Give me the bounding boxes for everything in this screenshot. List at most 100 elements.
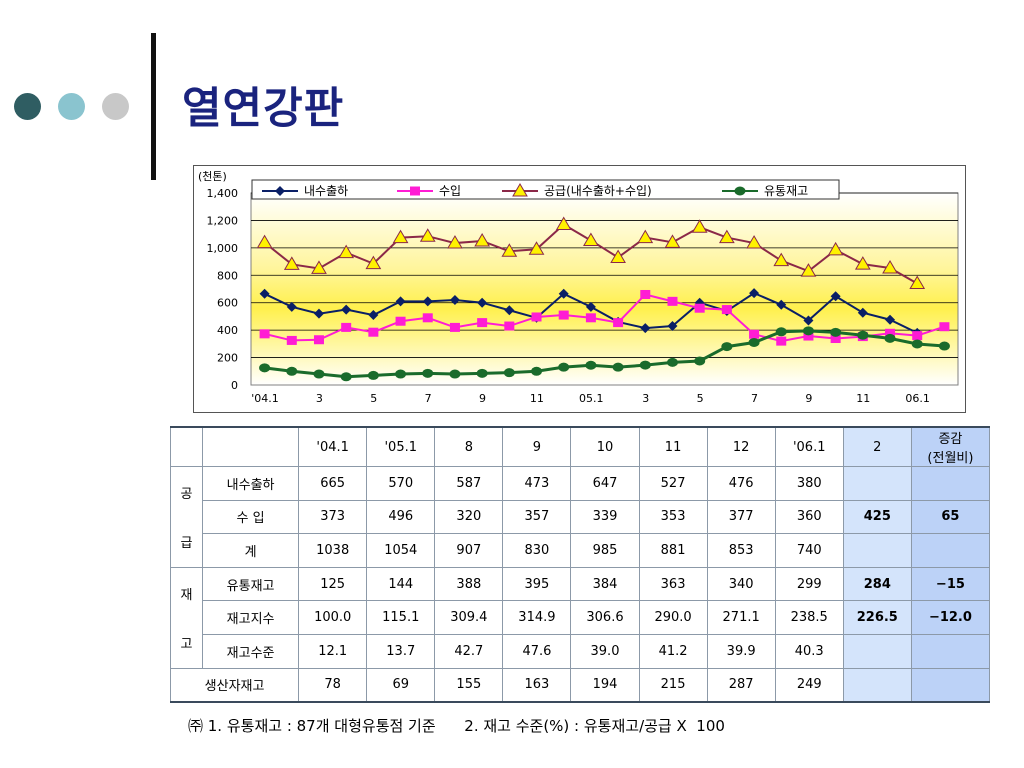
- data-point: [610, 249, 626, 263]
- table-cell: 1038: [298, 533, 368, 568]
- table-cell: 249: [774, 667, 844, 703]
- data-point: [558, 288, 569, 299]
- x-tick-label: 05.1: [579, 392, 604, 405]
- y-tick-label: 1,200: [207, 214, 239, 227]
- row-label: 유통재고: [202, 566, 300, 602]
- table-cell: [910, 466, 991, 501]
- table-cell: 194: [570, 667, 640, 703]
- data-point: [803, 315, 814, 326]
- table-cell: 985: [570, 533, 640, 568]
- y-tick-label: 600: [217, 297, 238, 310]
- table-cell: 226.5: [842, 600, 912, 635]
- table-header-cell: 12: [706, 426, 776, 467]
- table-cell: 853: [706, 533, 776, 568]
- row-label: 재고수준: [202, 633, 300, 669]
- data-point: [477, 318, 488, 328]
- chart-svg: 0 200 400 600 800 1,000 1,200 1,400 (천톤) '04.1 3 5 7…: [198, 169, 959, 405]
- x-tick-label: 9: [479, 392, 486, 405]
- table-cell: 290.0: [638, 600, 708, 635]
- data-point: [885, 314, 896, 325]
- data-point: [746, 235, 762, 249]
- table-cell: 320: [434, 499, 504, 535]
- data-point: [721, 305, 732, 315]
- data-point: [313, 308, 324, 319]
- table-cell: 647: [570, 466, 640, 501]
- data-point: [283, 256, 300, 270]
- data-point: [286, 335, 297, 345]
- table-cell: [842, 466, 912, 501]
- table-cell: 570: [366, 466, 436, 501]
- table-row: 생산자재고 78 69 155 163 194 215 287 249: [169, 667, 991, 703]
- data-point: [583, 232, 599, 246]
- table-cell: 69: [366, 667, 436, 703]
- decorative-dots: [14, 93, 129, 120]
- slide-title: 열연강판: [182, 84, 345, 134]
- table-header-cell: '04.1: [298, 426, 368, 467]
- data-point: [275, 186, 285, 196]
- data-point: [882, 260, 898, 274]
- x-tick-label: 7: [425, 392, 432, 405]
- table-header-row: '04.1'05.1 8 9 10 11 12'06.1 2 증감 (전월비): [169, 426, 991, 467]
- table-cell: 395: [502, 566, 572, 602]
- data-point: [313, 335, 324, 345]
- data-table: '04.1'05.1 8 9 10 11 12'06.1 2 증감 (전월비) 공 급 내수출하 665…: [169, 426, 991, 703]
- data-point: [422, 296, 433, 307]
- table-cell: 496: [366, 499, 436, 535]
- data-point: [640, 323, 651, 334]
- table-cell: 115.1: [366, 600, 436, 635]
- data-point: [773, 252, 790, 267]
- data-point: [555, 216, 572, 231]
- x-tick-label: 5: [370, 392, 377, 405]
- data-point: [802, 326, 814, 336]
- dot-gray: [102, 93, 129, 120]
- table-cell: 299: [774, 566, 844, 602]
- data-point: [748, 337, 760, 347]
- table-cell: 881: [638, 533, 708, 568]
- x-tick-label: 3: [642, 392, 649, 405]
- table-cell: 377: [706, 499, 776, 535]
- table-cell: 314.9: [502, 600, 572, 635]
- table-header-cell: 9: [502, 426, 572, 467]
- table-cell: [910, 633, 991, 669]
- data-point: [718, 229, 735, 244]
- table-cell: 155: [434, 667, 504, 703]
- data-point: [419, 228, 436, 242]
- data-point: [776, 299, 787, 310]
- data-point: [504, 321, 515, 331]
- data-point: [449, 369, 461, 379]
- table-header-cell: 10: [570, 426, 640, 467]
- table-cell: 78: [298, 667, 368, 703]
- x-tick-label: 9: [805, 392, 812, 405]
- table-header-cell: '06.1: [774, 426, 844, 467]
- table-cell: 12.1: [298, 633, 368, 669]
- data-point: [613, 318, 624, 328]
- table-cell: 388: [434, 566, 504, 602]
- table-row: 수 입 373 496 320 357 339 353 377 360 425 65: [171, 499, 991, 535]
- table-cell: 339: [570, 499, 640, 535]
- row-label: 수 입: [202, 499, 300, 535]
- table-cell: 41.2: [638, 633, 708, 669]
- data-point: [512, 183, 528, 197]
- table-header-cell: 증감 (전월비): [910, 426, 991, 467]
- data-point: [830, 327, 842, 337]
- data-point: [259, 288, 270, 299]
- table-cell: 907: [434, 533, 504, 568]
- data-point: [830, 291, 841, 302]
- data-point: [939, 322, 950, 332]
- data-point: [368, 327, 379, 337]
- table-cell: 373: [298, 499, 368, 535]
- data-point: [410, 186, 420, 196]
- table-cell: 306.6: [570, 600, 640, 635]
- table-row: 재고수준 12.1 13.7 42.7 47.6 39.0 41.2 39.9 40.3: [171, 633, 991, 669]
- x-tick-label: 7: [751, 392, 758, 405]
- table-cell: 527: [638, 466, 708, 501]
- data-point: [749, 329, 760, 339]
- data-point: [639, 360, 651, 370]
- plot-area: [250, 192, 959, 386]
- table-cell: 357: [502, 499, 572, 535]
- x-tick-label: 3: [316, 392, 323, 405]
- legend-label: 내수출하: [304, 184, 348, 198]
- table-cell: 284: [842, 566, 912, 602]
